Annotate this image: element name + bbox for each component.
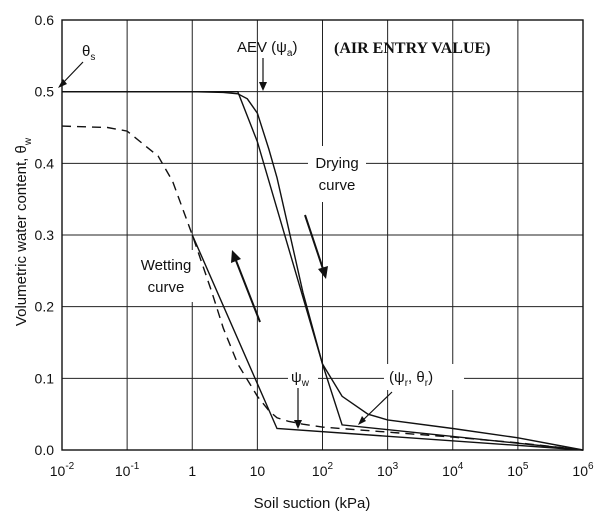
tick-labels: 10-2 10-1 1 10 102 103 104 105 106 0.0 0.1 0.2 0.3 0.…: [35, 12, 594, 479]
psi-w-label: ψw: [291, 369, 310, 389]
series-line-2: [61, 125, 584, 451]
drying-arrowhead: [318, 266, 328, 279]
x-axis-label: Soil suction (kPa): [254, 495, 371, 512]
x-tick-label: 10-1: [115, 461, 140, 479]
series-line-1: [62, 90, 584, 451]
wetting-label-line1: Wetting: [141, 257, 192, 274]
residual-label: (ψr, θr): [389, 369, 433, 389]
wetting-arrowhead: [231, 250, 241, 263]
grid: [61, 19, 584, 451]
y-axis-label-main: Volumetric water content, θ: [13, 145, 30, 326]
y-tick-label: 0.1: [35, 370, 55, 386]
aev-bold-label: (AIR ENTRY VALUE): [334, 40, 491, 57]
drying-label-line1: Drying: [315, 155, 358, 172]
series-line-3: [62, 90, 584, 451]
x-tick-label: 10-2: [50, 461, 75, 479]
theta-s-label: θs: [82, 43, 95, 63]
wetting-arrow: [234, 257, 261, 323]
residual-leader: [360, 391, 393, 423]
y-tick-label: 0.4: [35, 155, 55, 171]
residual-arrowhead: [358, 416, 366, 425]
y-tick-label: 0.3: [35, 227, 55, 243]
x-tick-label: 1: [188, 463, 196, 479]
y-axis-label: Volumetric water content, θw: [13, 137, 34, 326]
y-axis-label-sub: w: [23, 137, 34, 146]
drying-label-bg: [308, 146, 366, 202]
y-tick-label: 0.6: [35, 12, 55, 28]
drying-arrow: [304, 214, 325, 273]
y-tick-label: 0.5: [35, 84, 55, 100]
series-line-4: [191, 234, 584, 451]
plot-frame: [61, 19, 584, 451]
y-tick-label: 0.0: [35, 442, 55, 458]
x-tick-label: 10: [250, 463, 266, 479]
residual-label-bg: [384, 364, 464, 390]
wetting-label-line2: curve: [148, 279, 185, 296]
annotations: θs AEV (ψa) (AIR ENTRY VALUE) Drying cur…: [58, 39, 491, 429]
x-tick-label: 103: [377, 461, 399, 479]
drying-label-line2: curve: [319, 177, 356, 194]
aev-label: AEV (ψa): [237, 39, 297, 59]
psi-w-arrowhead: [294, 420, 302, 429]
x-tick-label: 105: [507, 461, 529, 479]
y-tick-label: 0.2: [35, 299, 55, 315]
wetting-label-bg: [136, 250, 194, 302]
x-tick-label: 106: [572, 461, 594, 479]
psi-w-label-bg: [288, 366, 318, 388]
theta-s-arrowhead: [58, 79, 67, 88]
aev-arrowhead: [259, 82, 267, 91]
curves: [61, 90, 584, 451]
x-tick-label: 104: [442, 461, 464, 479]
x-tick-label: 102: [312, 461, 334, 479]
